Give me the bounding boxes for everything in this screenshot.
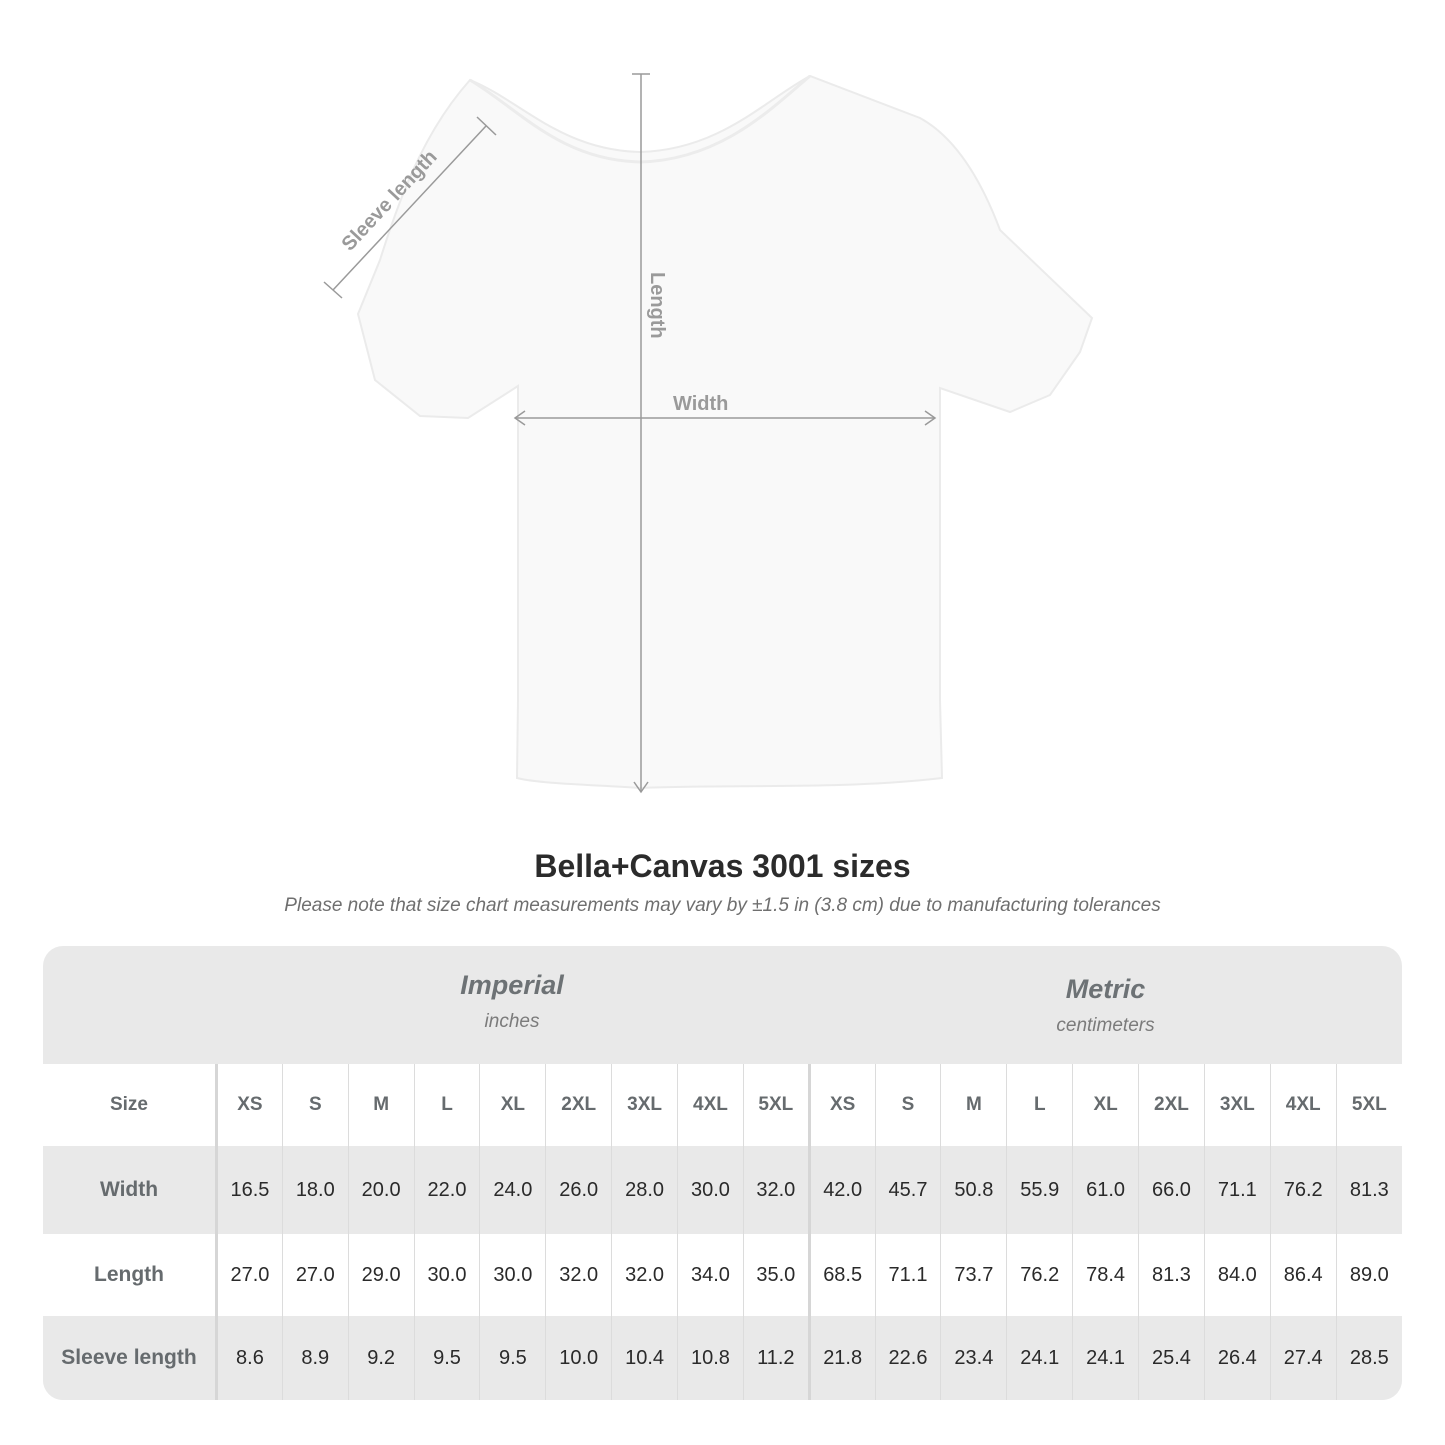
value-cell: 71.1 — [874, 1234, 941, 1316]
size-imperial-4xl: 4XL — [677, 1064, 744, 1146]
value-cell: 22.0 — [413, 1146, 480, 1234]
size-imperial-s: S — [281, 1064, 349, 1146]
size-imperial-3xl: 3XL — [611, 1064, 678, 1146]
metric-title: Metric — [1065, 974, 1146, 1004]
value-cell: 10.0 — [545, 1316, 612, 1400]
value-cell: 45.7 — [874, 1146, 941, 1234]
collar — [469, 74, 811, 164]
size-imperial-l: L — [413, 1064, 480, 1146]
value-cell: 89.0 — [1335, 1234, 1402, 1316]
value-cell: 29.0 — [347, 1234, 415, 1316]
value-cell: 81.3 — [1335, 1146, 1402, 1234]
value-cell: 78.4 — [1072, 1234, 1139, 1316]
value-cell: 23.4 — [940, 1316, 1007, 1400]
size-metric-4xl: 4XL — [1269, 1064, 1337, 1146]
value-cell: 35.0 — [742, 1234, 810, 1316]
value-cell: 25.4 — [1138, 1316, 1205, 1400]
size-metric-5xl: 5XL — [1335, 1064, 1402, 1146]
value-cell: 9.5 — [479, 1316, 546, 1400]
value-cell: 32.0 — [742, 1146, 810, 1234]
tshirt-diagram: Sleeve length Length Width — [323, 73, 1094, 794]
chart-title: Bella+Canvas 3001 sizes — [534, 848, 911, 884]
size-imperial-xl: XL — [479, 1064, 546, 1146]
value-cell: 9.5 — [413, 1316, 480, 1400]
value-cell: 18.0 — [281, 1146, 349, 1234]
value-cell: 68.5 — [807, 1234, 876, 1316]
value-cell: 86.4 — [1269, 1234, 1337, 1316]
value-cell: 28.0 — [611, 1146, 678, 1234]
value-cell: 20.0 — [347, 1146, 415, 1234]
size-imperial-m: M — [347, 1064, 415, 1146]
tshirt-shape — [356, 74, 1094, 790]
value-cell: 22.6 — [874, 1316, 941, 1400]
size-metric-xs: XS — [807, 1064, 876, 1146]
value-cell: 55.9 — [1006, 1146, 1073, 1234]
size-metric-3xl: 3XL — [1203, 1064, 1271, 1146]
value-cell: 50.8 — [940, 1146, 1007, 1234]
size-grid: Size XS S M L XL 2XL 3XL 4XL 5XL XS S M L XL 2XL 3XL 4XL 5… — [43, 1064, 1402, 1400]
value-cell: 30.0 — [413, 1234, 480, 1316]
value-cell: 30.0 — [479, 1234, 546, 1316]
value-cell: 21.8 — [807, 1316, 876, 1400]
value-cell: 73.7 — [940, 1234, 1007, 1316]
table-row: Sleeve length 8.6 8.9 9.2 9.5 9.5 10.0 10.4 10.8… — [43, 1316, 1402, 1400]
size-header-row: Size XS S M L XL 2XL 3XL 4XL 5XL XS S M L XL 2XL 3XL 4XL 5… — [43, 1064, 1402, 1146]
measure-lines — [323, 73, 937, 794]
metric-header: Metric centimeters — [809, 974, 1402, 1092]
size-metric-m: M — [940, 1064, 1007, 1146]
value-cell: 28.5 — [1335, 1316, 1402, 1400]
table-row: Length 27.0 27.0 29.0 30.0 30.0 32.0 32.0 34.0 35… — [43, 1234, 1402, 1316]
table-row: Width 16.5 18.0 20.0 22.0 24.0 26.0 28.0 30.0 32.… — [43, 1146, 1402, 1234]
value-cell: 34.0 — [677, 1234, 744, 1316]
value-cell: 26.4 — [1203, 1316, 1271, 1400]
metric-unit: centimeters — [1056, 1015, 1155, 1036]
imperial-header: Imperial inches — [215, 970, 809, 1088]
value-cell: 24.0 — [479, 1146, 546, 1234]
value-cell: 27.0 — [216, 1234, 283, 1316]
row-label: Sleeve length — [43, 1316, 218, 1400]
row-label: Width — [43, 1146, 218, 1234]
chart-subtitle: Please note that size chart measurements… — [284, 895, 1161, 916]
value-cell: 84.0 — [1203, 1234, 1271, 1316]
size-imperial-2xl: 2XL — [545, 1064, 612, 1146]
value-cell: 27.4 — [1269, 1316, 1337, 1400]
value-cell: 11.2 — [742, 1316, 810, 1400]
size-metric-l: L — [1006, 1064, 1073, 1146]
value-cell: 8.9 — [281, 1316, 349, 1400]
size-metric-xl: XL — [1072, 1064, 1139, 1146]
row-label: Length — [43, 1234, 218, 1316]
size-metric-s: S — [874, 1064, 941, 1146]
value-cell: 24.1 — [1006, 1316, 1073, 1400]
value-cell: 42.0 — [807, 1146, 876, 1234]
imperial-title: Imperial — [460, 970, 564, 1000]
value-cell: 16.5 — [216, 1146, 283, 1234]
size-metric-2xl: 2XL — [1138, 1064, 1205, 1146]
value-cell: 32.0 — [611, 1234, 678, 1316]
value-cell: 10.8 — [677, 1316, 744, 1400]
value-cell: 81.3 — [1138, 1234, 1205, 1316]
value-cell: 76.2 — [1269, 1146, 1337, 1234]
value-cell: 27.0 — [281, 1234, 349, 1316]
value-cell: 9.2 — [347, 1316, 415, 1400]
size-imperial-xs: XS — [216, 1064, 283, 1146]
value-cell: 76.2 — [1006, 1234, 1073, 1316]
value-cell: 24.1 — [1072, 1316, 1139, 1400]
imperial-unit: inches — [484, 1011, 540, 1032]
width-label: Width — [673, 393, 728, 415]
value-cell: 30.0 — [677, 1146, 744, 1234]
length-label: Length — [646, 272, 668, 339]
size-label: Size — [43, 1064, 218, 1146]
size-table: Imperial inches Metric centimeters Size X… — [43, 946, 1402, 1400]
value-cell: 26.0 — [545, 1146, 612, 1234]
size-imperial-5xl: 5XL — [742, 1064, 810, 1146]
value-cell: 66.0 — [1138, 1146, 1205, 1234]
value-cell: 10.4 — [611, 1316, 678, 1400]
value-cell: 71.1 — [1203, 1146, 1271, 1234]
value-cell: 32.0 — [545, 1234, 612, 1316]
value-cell: 8.6 — [216, 1316, 283, 1400]
value-cell: 61.0 — [1072, 1146, 1139, 1234]
